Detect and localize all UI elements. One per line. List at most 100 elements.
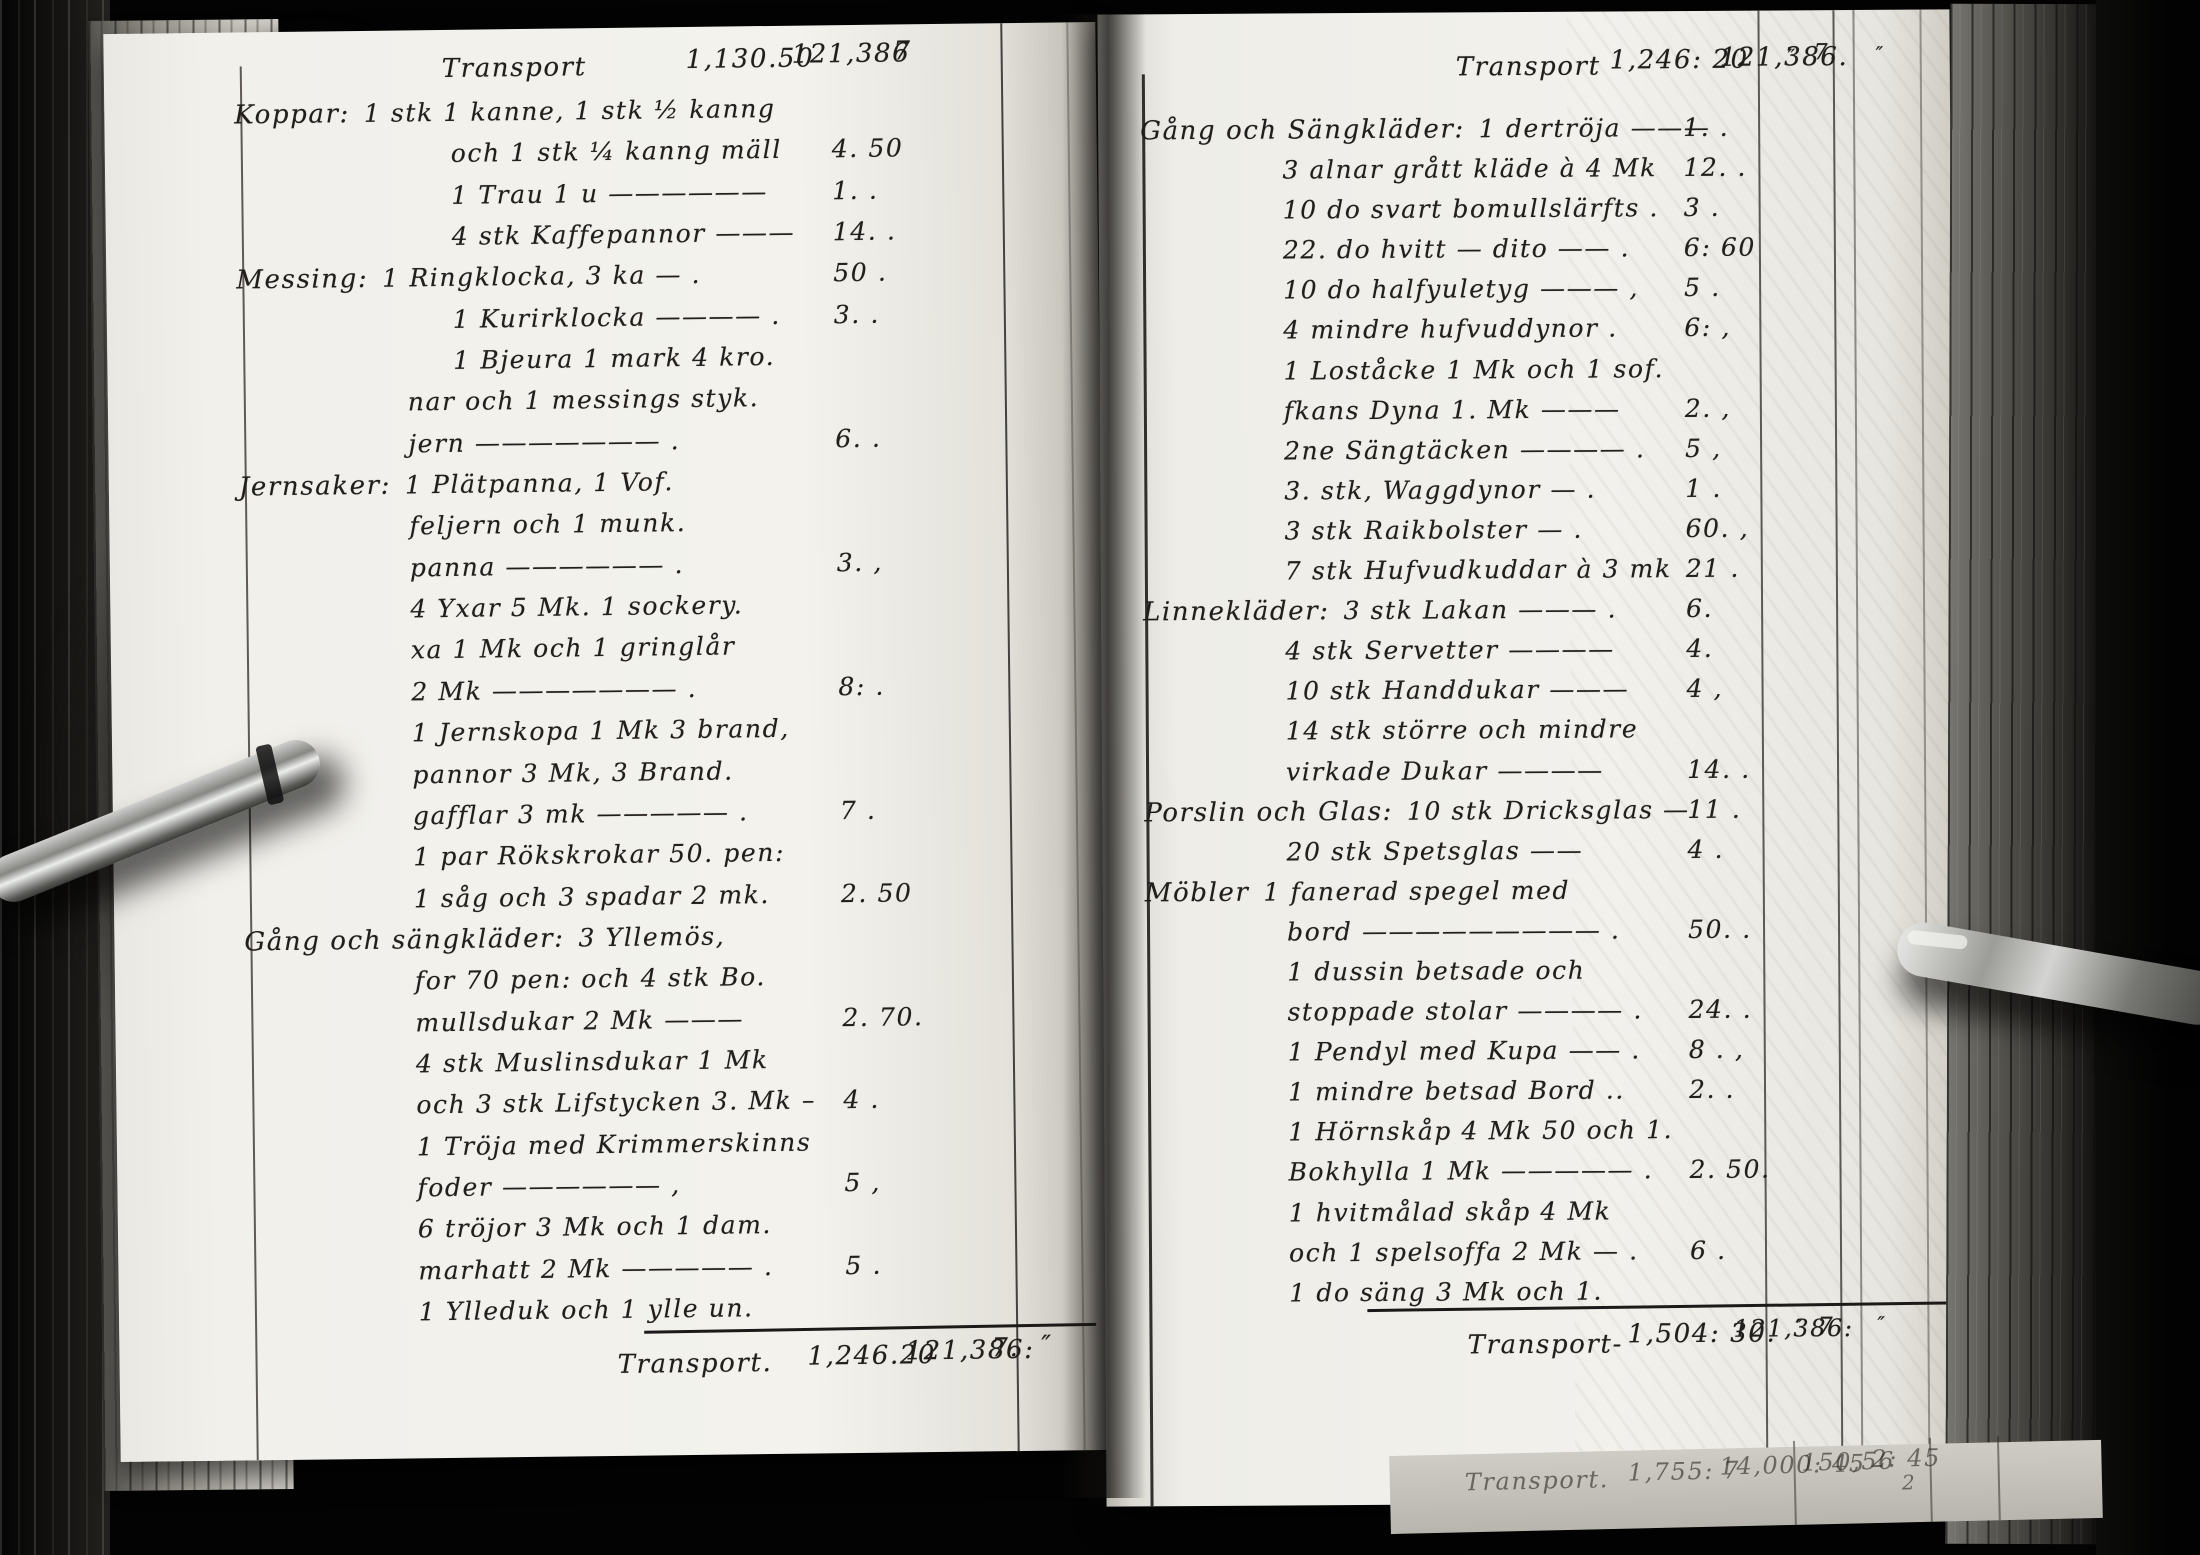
ledger-rows-right: Gång och Sängkläder: 1 dertröja ——— 1. . 3 …	[1140, 111, 1951, 1319]
item-description: 1 hvitmålad skåp 4 Mk	[1288, 1196, 1612, 1228]
item-description: 1 Jernskopa 1 Mk 3 brand,	[411, 713, 790, 748]
ledger-row: 1 Hörnskåp 4 Mk 50 och 1.	[1146, 1114, 1950, 1159]
item-description: 7 stk Hufvudkuddar à 3 mk	[1284, 554, 1672, 586]
category-label: Möbler	[1144, 877, 1250, 909]
item-amount: 2. ,	[1684, 393, 1732, 423]
item-description: 1 Plätpanna, 1 Vof.	[404, 467, 675, 500]
ledger-row: 20 stk Spetsglas —— 4 .	[1144, 833, 1948, 878]
item-description: feljern och 1 munk.	[409, 508, 687, 541]
item-amount: 2. 50	[840, 877, 913, 908]
ditto-mark: ″	[1875, 41, 1885, 66]
ledger-row: 3 alnar grått kläde à 4 Mk 12. .	[1140, 152, 1944, 197]
item-amount: 2. 50.	[1689, 1154, 1771, 1185]
item-description: 1 Loståcke 1 Mk och 1 sof.	[1283, 353, 1665, 386]
item-amount: 5 ,	[844, 1167, 882, 1198]
item-amount: 14. .	[1686, 754, 1751, 784]
item-description: 4 stk Kaffepannor ———	[451, 217, 796, 251]
item-description: panna —————— .	[409, 549, 685, 583]
item-description: virkade Dukar ————	[1285, 755, 1604, 786]
category-label: Messing:	[236, 264, 369, 296]
item-description: 20 stk Spetsglas ——	[1286, 835, 1584, 867]
ledger-row: Linnekläder: 3 stk Lakan ——— . 6.	[1143, 593, 1947, 638]
ledger-row: Gång och Sängkläder: 1 dertröja ——— 1. .	[1140, 111, 1944, 156]
category-label: Gång och Sängkläder:	[1140, 114, 1465, 147]
item-amount: 1. .	[832, 175, 879, 205]
item-description: 1 Ringklocka, 3 ka — .	[382, 260, 702, 294]
item-description: 14 stk större och mindre	[1285, 714, 1639, 746]
category-label: Koppar:	[234, 99, 351, 131]
item-description: 4 mindre hufvuddynor .	[1283, 313, 1618, 345]
item-description: 1 dussin betsade och	[1287, 955, 1586, 987]
ditto-mark: ″	[1787, 44, 1797, 69]
ledger-row: 1 hvitmålad skåp 4 Mk	[1147, 1194, 1951, 1239]
transport-label: Transport	[1455, 51, 1601, 83]
item-description: 10 stk Dricksglas —	[1406, 794, 1690, 826]
item-description: 1 Trau 1 u ——————	[451, 176, 768, 210]
item-amount: 50. .	[1687, 914, 1752, 944]
page-stack-right	[1945, 3, 2103, 1545]
item-amount: 6. .	[835, 423, 882, 453]
item-description: 3. stk, Waggdynor — .	[1284, 474, 1597, 506]
item-amount: 4 .	[1687, 834, 1725, 864]
ledger-row: 22. do hvitt — dito —— . 6: 60	[1141, 232, 1945, 277]
ledger-row: 4 stk Servetter ———— 4.	[1143, 633, 1947, 678]
item-description: 3 stk Raikbolster — .	[1284, 514, 1584, 546]
item-description: 10 do svart bomullslärfts .	[1282, 193, 1660, 225]
item-amount: 6: 60	[1683, 232, 1757, 263]
item-amount: 8: .	[838, 671, 886, 701]
item-amount: 4. 50	[831, 133, 904, 164]
ledger-row: 4 mindre hufvuddynor . 6: ,	[1141, 312, 1945, 357]
item-amount: 60. ,	[1685, 513, 1750, 543]
right-page: Transport 1,246: 20 121,386. 7. ″ ″ Gång…	[1097, 9, 1959, 1507]
ledger-row: fkans Dyna 1. Mk ——— 2. ,	[1142, 392, 1946, 437]
transport-carry-2: 7	[893, 36, 912, 67]
item-description: 6 tröjor 3 Mk och 1 dam.	[417, 1210, 773, 1244]
ledger-row: virkade Dukar ———— 14. .	[1144, 753, 1948, 798]
item-description: 1 mindre betsad Bord ..	[1287, 1075, 1626, 1107]
transport-carry-2: 7.	[991, 1333, 1020, 1364]
item-description: 4 stk Servetter ————	[1285, 634, 1615, 666]
page-stack-right-fade	[2096, 0, 2200, 1555]
item-description: 3 stk Lakan ——— .	[1343, 594, 1618, 626]
ledger-row: Bokhylla 1 Mk ————— . 2. 50.	[1146, 1154, 1950, 1199]
item-description: 1 Hörnskåp 4 Mk 50 och 1.	[1288, 1115, 1674, 1147]
ledger-row: 3. stk, Waggdynor — . 1 .	[1142, 472, 1946, 517]
right-page-header: Transport 1,246: 20 121,386. 7. ″ ″	[1097, 9, 1949, 82]
item-description: Bokhylla 1 Mk ————— .	[1288, 1155, 1654, 1187]
item-description: 3 alnar grått kläde à 4 Mk	[1282, 153, 1657, 185]
item-description: nar och 1 messings styk.	[407, 383, 760, 417]
ledger-row: 10 do svart bomullslärfts . 3 .	[1141, 192, 1945, 237]
item-amount: 2. 70.	[842, 1001, 924, 1032]
ghost-sum-5: 2	[1901, 1470, 1917, 1495]
item-description: 2 Mk ——————— .	[411, 673, 698, 707]
ghost-transport-strip: Transport. 1,755: 7 14,000: 45 150,56 2:…	[1389, 1436, 2103, 1535]
ditto-mark: ″	[1877, 1311, 1887, 1336]
item-description: 1 Pendyl med Kupa —— .	[1287, 1035, 1642, 1067]
item-description: 1 fanerad spegel med	[1263, 875, 1571, 907]
ghost-transport-label: Transport.	[1464, 1465, 1610, 1497]
ledger-row: 1 Pendyl med Kupa —— . 8 . ,	[1146, 1034, 1950, 1079]
item-amount: 24. .	[1688, 994, 1753, 1025]
item-description: 1 stk 1 kanne, 1 stk ½ kanng	[363, 93, 776, 128]
item-amount: 50 .	[833, 257, 888, 288]
item-description: 1 Kurirklocka ———— .	[452, 300, 782, 334]
item-description: mullsdukar 2 Mk ———	[415, 1003, 745, 1037]
ledger-row: 10 do halfyuletyg ——— , 5 .	[1141, 272, 1945, 317]
item-description: 1 Ylleduk och 1 ylle un.	[418, 1293, 754, 1327]
transport-carry-2: 7.	[1813, 40, 1838, 66]
item-description: bord ————————— .	[1286, 915, 1621, 947]
ledger-row: bord ————————— . 50. .	[1145, 913, 1949, 958]
item-amount: 3. ,	[836, 547, 884, 577]
item-description: jern ——————— .	[408, 425, 681, 459]
item-description: foder —————— ,	[417, 1170, 681, 1203]
item-description: 1 Tröja med Krimmerskinns	[416, 1127, 812, 1161]
item-description: marhatt 2 Mk ————— .	[418, 1251, 774, 1285]
item-amount: 5 .	[845, 1250, 883, 1280]
item-amount: 4 ,	[1686, 674, 1724, 704]
item-description: stoppade stolar ———— .	[1287, 995, 1644, 1027]
item-description: 22. do hvitt — dito —— .	[1282, 233, 1631, 265]
item-description: gafflar 3 mk ————— .	[412, 797, 749, 831]
item-description: 1 såg och 3 spadar 2 mk.	[413, 879, 771, 913]
item-amount: 11 .	[1687, 794, 1742, 824]
